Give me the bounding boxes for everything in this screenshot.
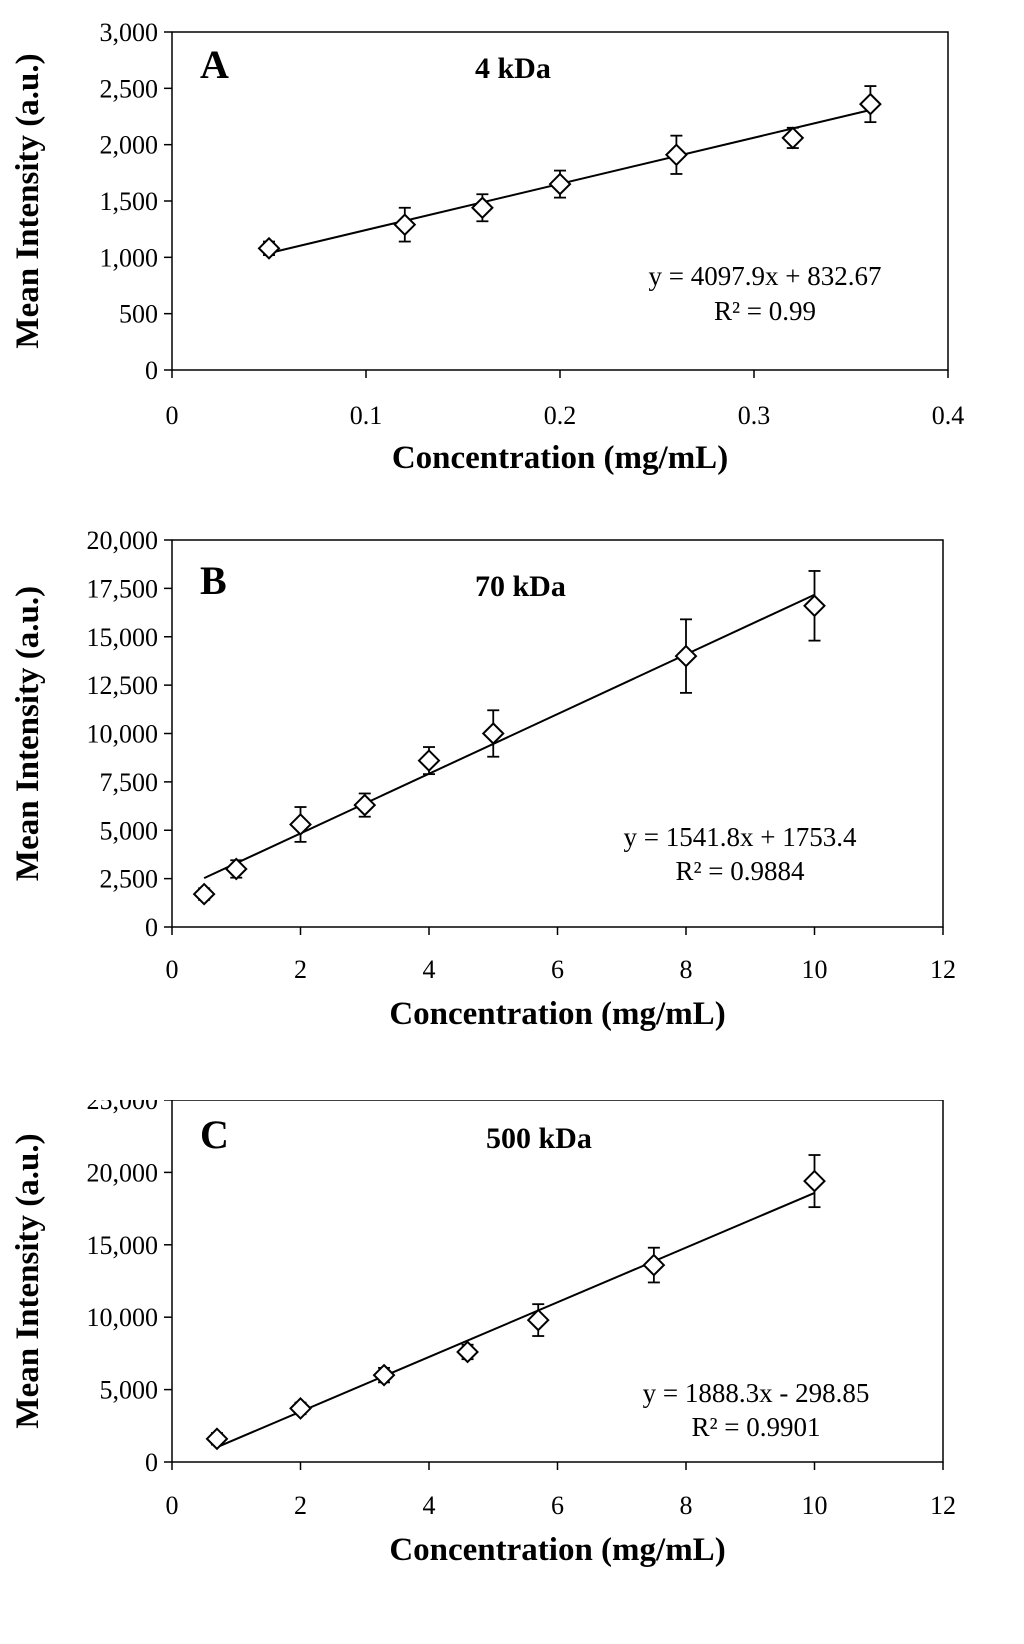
data-point-b: [353, 793, 377, 817]
y-tick-label-a: 500: [119, 300, 158, 329]
x-axis-title-b: Concentration (mg/mL): [389, 996, 725, 1032]
x-tick-label-a: 0.1: [350, 401, 383, 430]
y-tick-label-c: 0: [145, 1448, 158, 1477]
data-point-c: [456, 1340, 479, 1364]
x-tick-label-b: 8: [680, 955, 693, 984]
data-point-b: [224, 857, 248, 881]
chart-panel-b: 0 2,500 5,000 7,500 10,000 12,500 15,000 17,500…: [10, 530, 956, 1032]
trendline-b: [203, 593, 815, 880]
data-point-b: [289, 813, 312, 836]
x-tick-label-c: 8: [680, 1491, 693, 1520]
y-axis-title-a: Mean Intensity (a.u.): [10, 53, 46, 348]
x-tick-label-b: 6: [551, 955, 564, 984]
y-tick-label-a: 1,000: [100, 243, 159, 272]
x-tick-label-b: 10: [802, 955, 828, 984]
y-tick-label-b: 17,500: [87, 574, 159, 603]
x-tick-label-c: 6: [551, 1491, 564, 1520]
data-point-b: [803, 594, 826, 618]
data-point-b: [481, 722, 505, 745]
x-tick-label-c: 10: [802, 1491, 828, 1520]
x-tick-label-b: 2: [294, 955, 307, 984]
data-point-c: [803, 1169, 826, 1193]
y-tick-label-b: 12,500: [87, 671, 159, 700]
data-point-c: [289, 1397, 312, 1420]
panel-title-b: 70 kDa: [475, 570, 566, 603]
y-tick-label-a: 1,500: [100, 187, 159, 216]
data-point-b: [674, 644, 698, 668]
y-tick-label-b: 15,000: [87, 623, 159, 652]
data-point-a: [548, 172, 572, 196]
x-tick-label-a: 0.3: [738, 401, 771, 430]
trendline-c: [216, 1191, 815, 1449]
y-tick-label-b: 5,000: [100, 816, 159, 845]
y-tick-label-a: 2,000: [100, 131, 159, 160]
panel-letter-b: B: [200, 558, 227, 603]
y-tick-label-b: 7,500: [100, 768, 159, 797]
y-tick-label-b: 2,500: [100, 865, 159, 894]
y-axis-title-b: Mean Intensity (a.u.): [10, 586, 46, 881]
y-tick-label-b: 0: [145, 913, 158, 942]
r-squared-label-c: R² = 0.9901: [691, 1412, 820, 1442]
y-tick-label-c: 15,000: [87, 1231, 159, 1260]
y-tick-label-c: 10,000: [87, 1303, 159, 1332]
panel-title-c: 500 kDa: [486, 1122, 592, 1155]
x-tick-label-c: 12: [930, 1491, 956, 1520]
r-squared-label-a: R² = 0.99: [714, 296, 816, 326]
data-point-a: [470, 196, 494, 220]
chart-panel-a: 0 500 1,000 1,500 2,000 2,500 3,000 0 0.1 0.2 0.3 0…: [10, 18, 965, 476]
x-tick-label-b: 0: [166, 955, 179, 984]
y-tick-label-c: 20,000: [87, 1158, 159, 1187]
data-point-c: [526, 1308, 550, 1332]
y-tick-label-a: 0: [145, 356, 158, 385]
data-point-a: [257, 236, 281, 260]
y-tick-label-c: 5,000: [100, 1376, 159, 1405]
plot-frame-a: [171, 31, 949, 371]
r-squared-label-b: R² = 0.9884: [675, 856, 805, 886]
x-tick-label-a: 0.4: [932, 401, 965, 430]
data-point-b: [192, 882, 216, 906]
y-tick-label-a: 3,000: [100, 18, 159, 47]
data-point-b: [417, 749, 441, 773]
x-tick-label-a: 0: [166, 401, 179, 430]
data-point-c: [372, 1363, 396, 1387]
x-tick-label-c: 0: [166, 1491, 179, 1520]
panel-letter-a: A: [200, 42, 229, 87]
y-tick-label-c: 25,000: [87, 1100, 159, 1115]
equation-label-b: y = 1541.8x + 1753.4: [624, 822, 857, 852]
x-tick-label-c: 2: [294, 1491, 307, 1520]
x-tick-label-b: 12: [930, 955, 956, 984]
x-tick-label-c: 4: [423, 1491, 436, 1520]
y-tick-label-b: 20,000: [87, 530, 159, 555]
panel-letter-c: C: [200, 1112, 229, 1157]
data-point-c: [205, 1427, 229, 1451]
x-tick-label-a: 0.2: [544, 401, 577, 430]
x-axis-title-a: Concentration (mg/mL): [392, 440, 728, 476]
x-axis-title-c: Concentration (mg/mL): [389, 1532, 725, 1568]
y-tick-label-a: 2,500: [100, 74, 159, 103]
equation-label-a: y = 4097.9x + 832.67: [649, 261, 882, 291]
trendline-a: [268, 109, 871, 255]
equation-label-c: y = 1888.3x - 298.85: [643, 1378, 870, 1408]
x-tick-label-b: 4: [423, 955, 436, 984]
data-point-a: [664, 143, 688, 167]
chart-panel-c: 0 5,000 10,000 15,000 20,000 25,000 0 2 4 6 8 10 12 C…: [10, 1100, 956, 1568]
y-tick-label-b: 10,000: [87, 720, 159, 749]
panel-title-a: 4 kDa: [475, 52, 551, 85]
data-point-a: [858, 92, 882, 116]
data-point-a: [781, 126, 805, 150]
data-point-c: [642, 1253, 666, 1277]
data-point-a: [393, 213, 417, 237]
y-axis-title-c: Mean Intensity (a.u.): [10, 1133, 46, 1428]
